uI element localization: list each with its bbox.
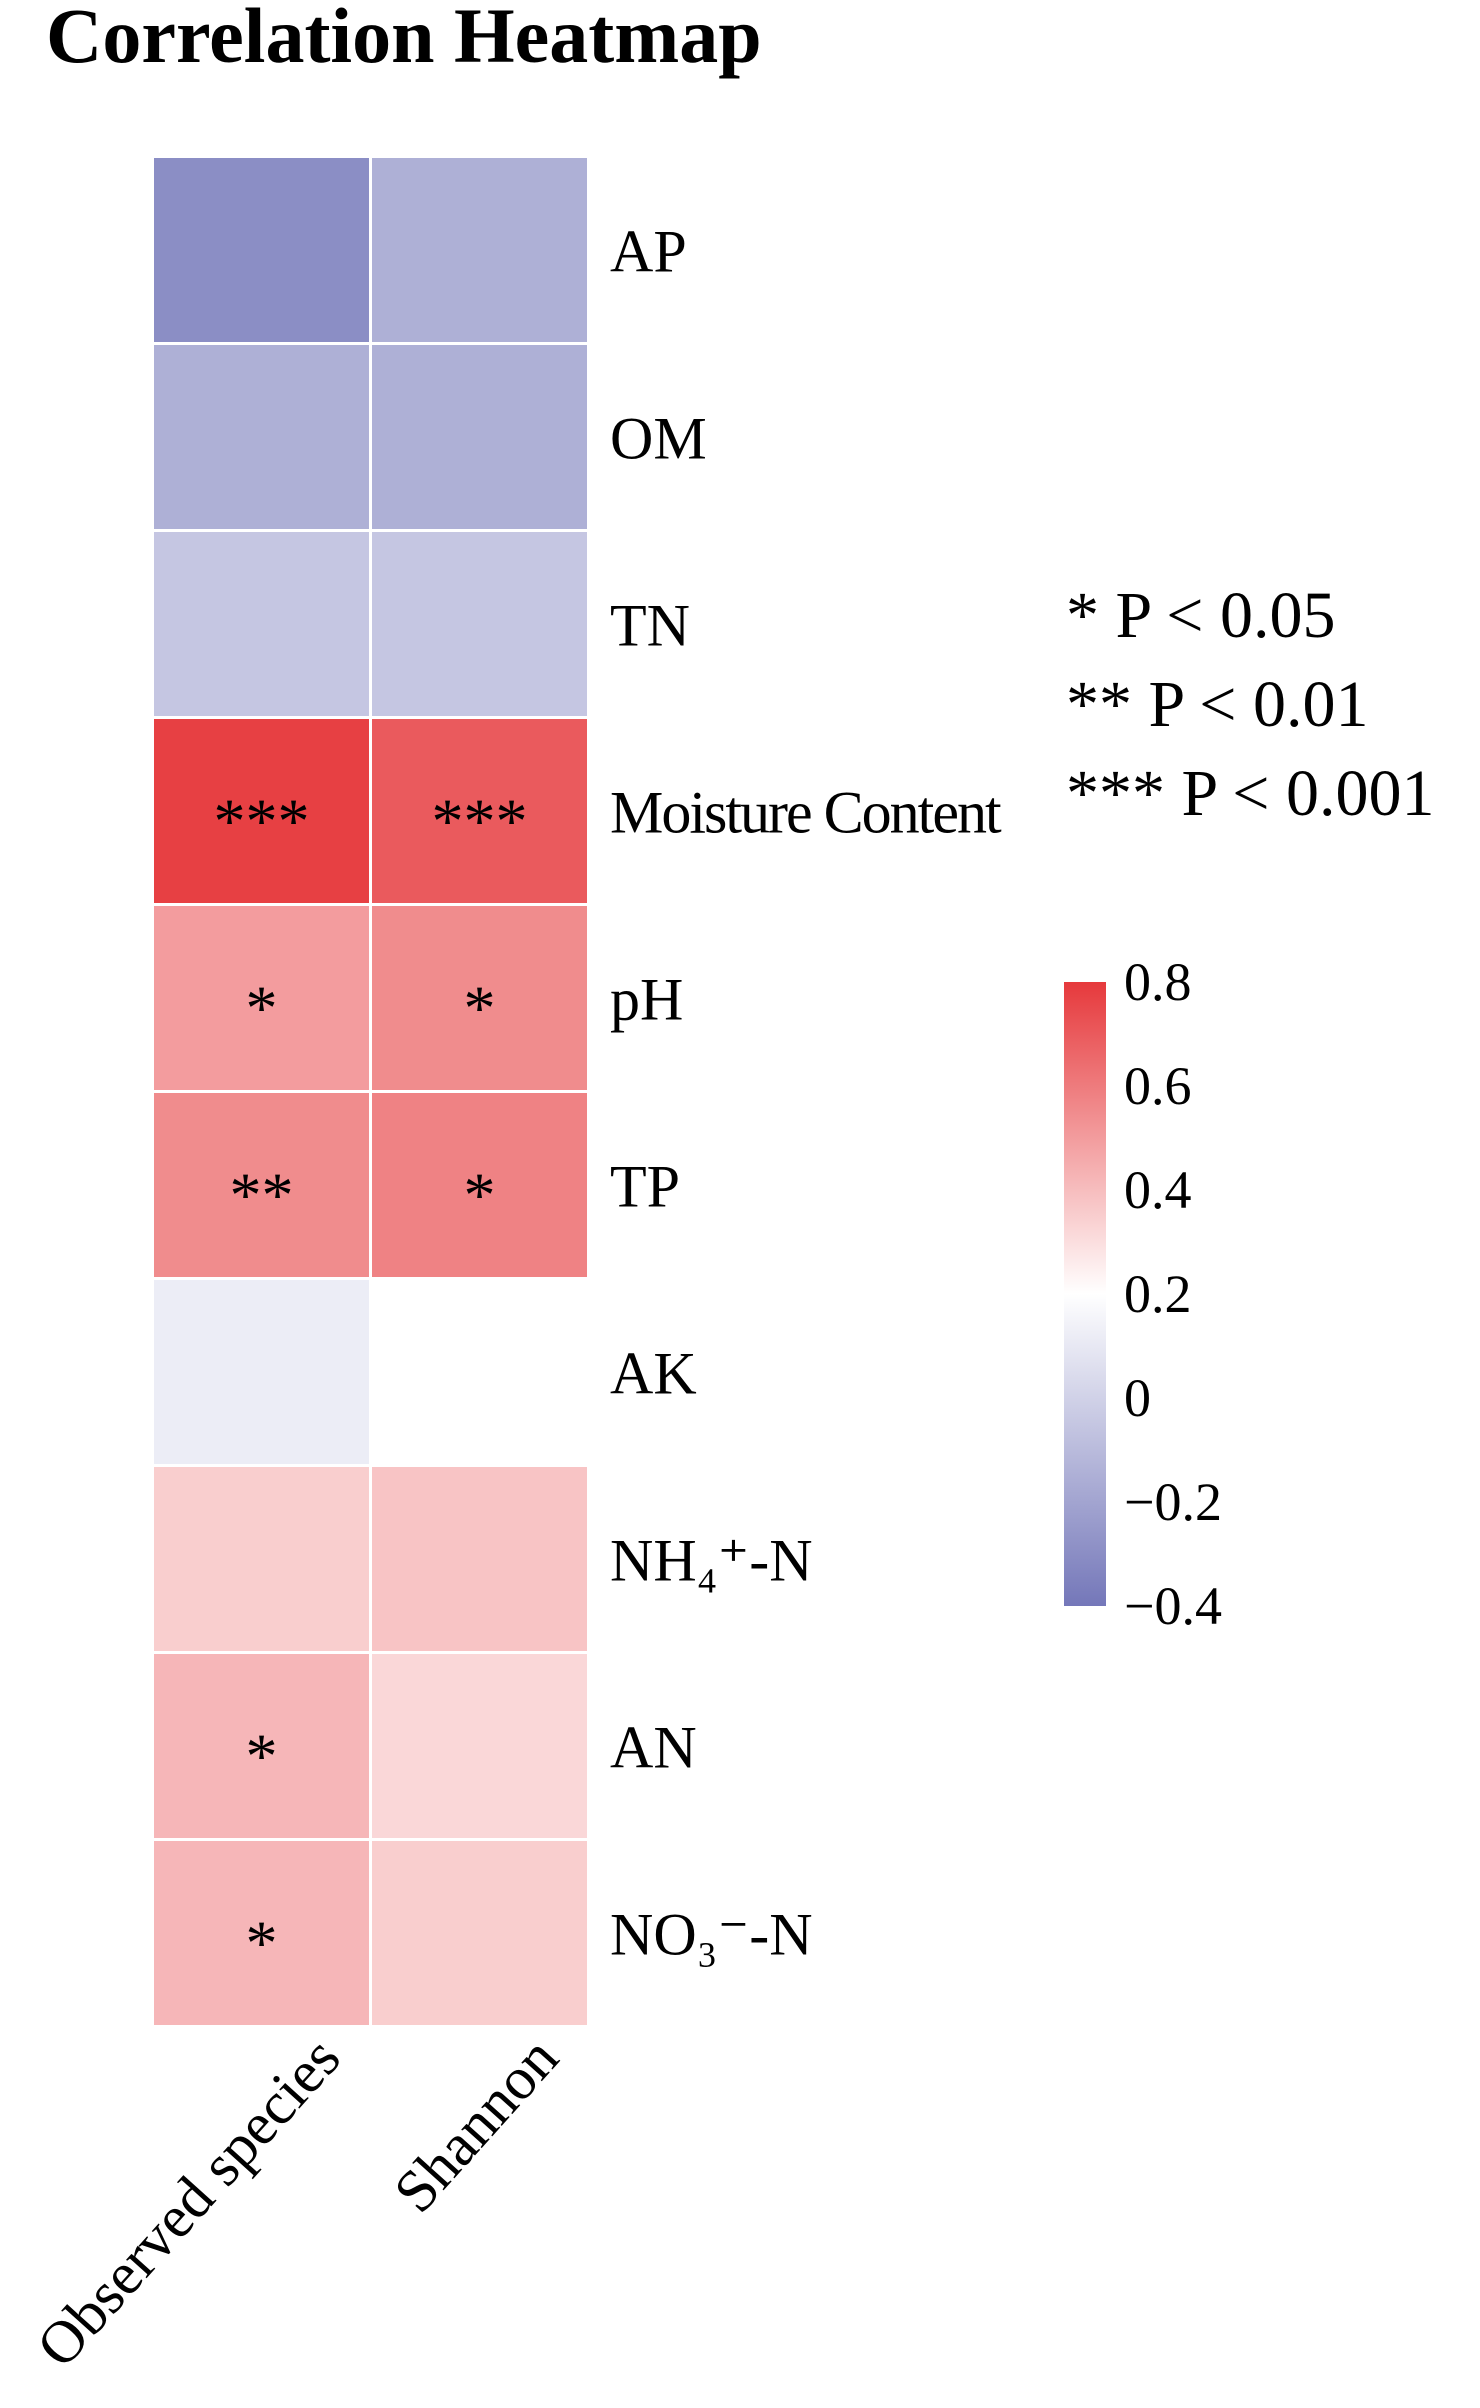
heatmap-cell (154, 906, 369, 1090)
significance-label: * (464, 973, 496, 1044)
heatmap-cell (154, 1841, 369, 2025)
color-bar-tick-label: 0.8 (1124, 952, 1192, 1012)
heatmap-cell (372, 719, 587, 903)
heatmap-cell (372, 906, 587, 1090)
row-label: AK (610, 1341, 697, 1407)
significance-label: * (464, 1160, 496, 1231)
significance-label: * (246, 1721, 278, 1792)
column-label: Observed species (24, 2025, 353, 2380)
heatmap-cell (154, 1467, 369, 1651)
color-bar-tick-label: 0.2 (1124, 1264, 1192, 1324)
heatmap-cell (372, 1467, 587, 1651)
heatmap-cell (154, 158, 369, 342)
row-label: Moisture Content (610, 780, 1002, 846)
row-label: pH (610, 967, 683, 1033)
row-label: NH₄⁺-N (610, 1528, 813, 1594)
heatmap-cell (372, 1841, 587, 2025)
row-label: NO₃⁻-N (610, 1902, 813, 1968)
heatmap-cell (154, 345, 369, 529)
significance-label: * (246, 1908, 278, 1979)
column-label: Shannon (381, 2025, 571, 2225)
color-bar-tick-label: 0.6 (1124, 1056, 1192, 1116)
heatmap-cell (154, 1093, 369, 1277)
heatmap-cell (372, 1093, 587, 1277)
heatmap-cell (154, 1280, 369, 1464)
color-bar-tick-label: 0.4 (1124, 1160, 1192, 1220)
heatmap-cell (154, 532, 369, 716)
row-label: OM (610, 406, 707, 472)
significance-label: *** (214, 786, 310, 857)
row-label: TN (610, 593, 690, 659)
significance-note: * P < 0.05 (1066, 579, 1335, 652)
color-bar (1064, 982, 1106, 1606)
significance-label: ** (230, 1160, 294, 1231)
heatmap-cell (372, 345, 587, 529)
heatmap-cell (154, 719, 369, 903)
row-label: AN (610, 1715, 697, 1781)
row-label: AP (610, 219, 687, 285)
row-label: TP (610, 1154, 680, 1220)
significance-label: * (246, 973, 278, 1044)
heatmap-cell (372, 1280, 587, 1464)
significance-note: *** P < 0.001 (1066, 757, 1434, 830)
chart-title: Correlation Heatmap (46, 0, 762, 79)
significance-label: *** (432, 786, 528, 857)
heatmap-cell (372, 532, 587, 716)
color-bar-tick-label: 0 (1124, 1368, 1151, 1428)
significance-note: ** P < 0.01 (1066, 668, 1368, 741)
heatmap-cell (154, 1654, 369, 1838)
color-bar-tick-label: −0.4 (1124, 1576, 1222, 1636)
color-bar-tick-label: −0.2 (1124, 1472, 1222, 1532)
heatmap-cell (372, 1654, 587, 1838)
heatmap-cell (372, 158, 587, 342)
